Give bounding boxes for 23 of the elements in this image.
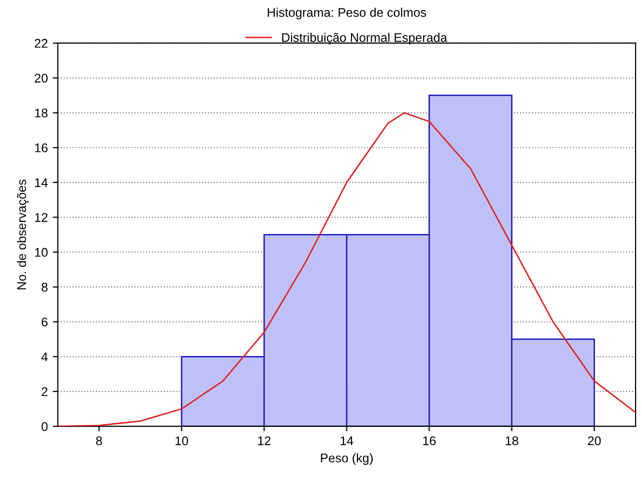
y-tick-label: 22	[34, 38, 48, 48]
y-tick-label: 20	[34, 74, 48, 83]
y-tick-label: 18	[35, 108, 48, 118]
x-tick-label: 12	[258, 436, 270, 446]
x-tick-label: 14	[340, 436, 354, 446]
y-axis-title: No. de observações	[16, 180, 29, 290]
chart-title: Histograma: Peso de colmos	[268, 8, 426, 20]
y-tick-label: 2	[42, 387, 48, 396]
x-tick-label: 20	[588, 436, 601, 446]
y-tick-label: 4	[41, 352, 48, 362]
y-tick-label: 16	[35, 143, 48, 152]
x-tick-label: 16	[423, 436, 436, 446]
y-tick-label: 6	[42, 318, 48, 326]
y-tick-label: 12	[35, 213, 48, 222]
legend-label: Distribuição Normal Esperada	[282, 32, 448, 45]
y-tick-label: 0	[42, 422, 48, 431]
x-axis-title: Peso (kg)	[320, 453, 373, 465]
x-tick-label: 18	[506, 436, 518, 446]
x-tick-label: 8	[96, 436, 102, 446]
y-tick-label: 14	[35, 178, 48, 187]
y-tick-label: 8	[42, 282, 48, 292]
x-tick-label: 10	[176, 436, 188, 446]
y-tick-label: 10	[35, 248, 48, 257]
